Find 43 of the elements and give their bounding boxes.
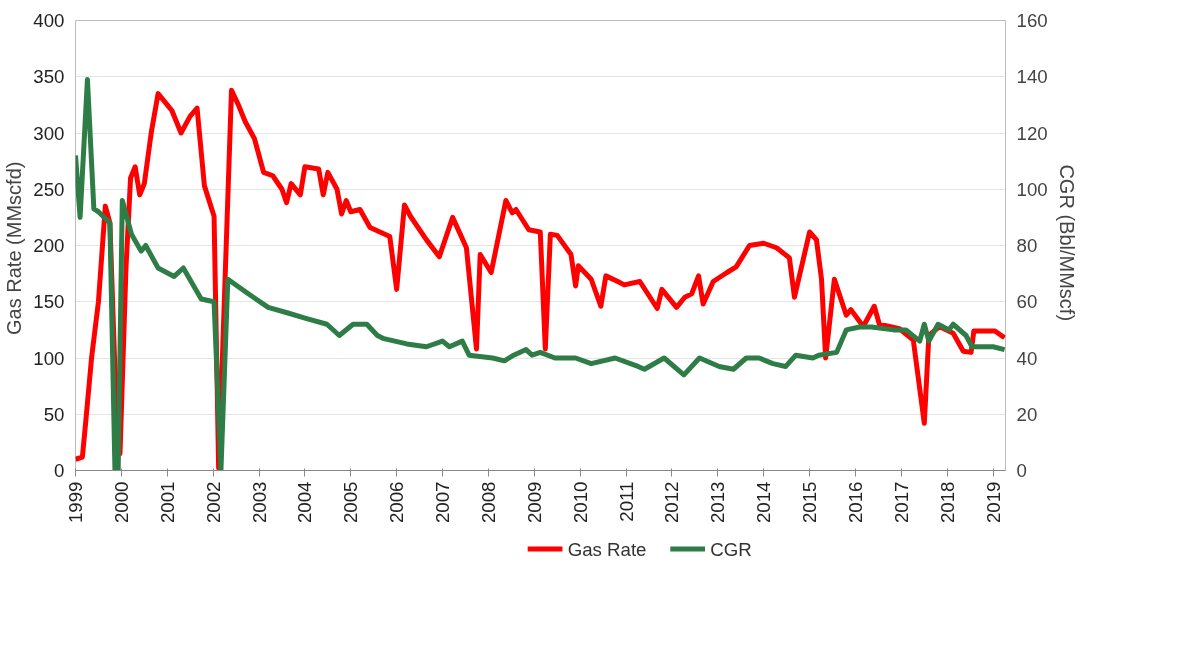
x-tick-label: 2008: [477, 481, 499, 523]
x-tick-label: 2016: [844, 481, 866, 523]
x-tick-label: 2003: [248, 481, 270, 523]
x-tick-label: 2018: [936, 481, 958, 523]
y-tick-label: 300: [33, 122, 65, 144]
x-tick-label: 2019: [982, 481, 1004, 523]
x-tick-label: 1999: [65, 481, 86, 523]
y-tick-label: 400: [33, 10, 65, 31]
x-tick-label: 2000: [110, 481, 132, 523]
y2-tick-label: 80: [1016, 235, 1038, 256]
y2-tick-label: 0: [1016, 460, 1027, 481]
x-tick-label: 2017: [890, 481, 912, 523]
y2-tick-label: 40: [1016, 347, 1038, 369]
y-tick-label: 250: [33, 178, 65, 200]
legend-label: CGR: [710, 538, 752, 560]
x-tick-label: 2007: [432, 481, 454, 523]
y-tick-label: 350: [33, 66, 65, 88]
x-tick-label: 2014: [753, 481, 775, 523]
x-tick-label: 2009: [523, 481, 545, 523]
x-tick-label: 2012: [661, 481, 683, 523]
x-tick-label: 2010: [569, 481, 591, 523]
y-tick-label: 0: [54, 460, 65, 481]
y2-tick-label: 120: [1016, 122, 1048, 144]
x-tick-label: 2005: [340, 481, 362, 523]
y2-tick-label: 160: [1016, 10, 1048, 31]
y-axis-title: Gas Rate (MMscfd): [3, 161, 26, 335]
x-tick-label: 2001: [156, 481, 178, 523]
legend-label: Gas Rate: [567, 538, 647, 560]
x-tick-label: 2015: [799, 481, 821, 523]
x-tick-label: 2013: [707, 481, 729, 523]
y2-tick-label: 140: [1016, 66, 1048, 88]
y-tick-label: 50: [43, 403, 65, 425]
y2-tick-label: 100: [1016, 178, 1048, 200]
y-tick-label: 200: [33, 235, 65, 256]
x-tick-label: 2002: [202, 481, 224, 523]
y-tick-label: 150: [33, 291, 65, 313]
y2-tick-label: 20: [1016, 403, 1038, 425]
y2-axis-title: CGR (Bbl/MMscf): [1055, 164, 1078, 322]
x-tick-label: 2011: [615, 481, 637, 522]
x-tick-label: 2006: [386, 481, 408, 523]
y2-tick-label: 60: [1016, 291, 1038, 313]
x-tick-label: 2004: [294, 481, 316, 523]
y-tick-label: 100: [33, 347, 65, 369]
